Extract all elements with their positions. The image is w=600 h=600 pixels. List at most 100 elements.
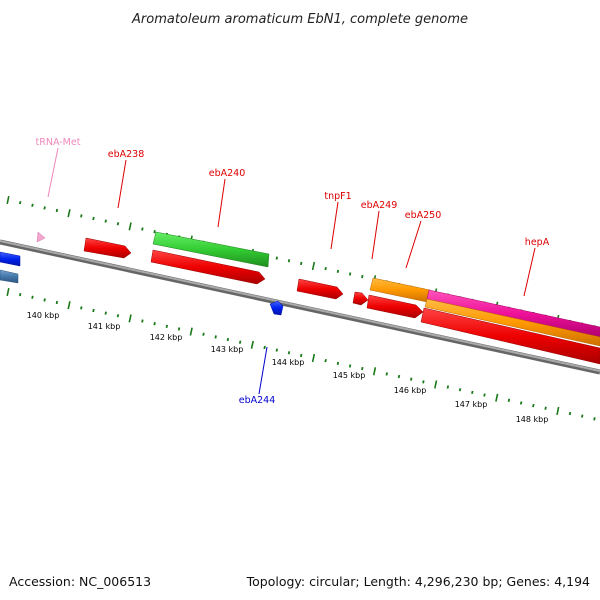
gene-label-eba250[interactable]: ebA250	[405, 210, 442, 221]
minor-tick	[324, 358, 327, 363]
gene-eba249[interactable]	[352, 291, 369, 306]
major-tick	[495, 393, 499, 402]
minor-tick	[19, 293, 22, 297]
major-tick	[372, 367, 377, 376]
major-tick	[67, 301, 71, 310]
minor-tick	[238, 340, 242, 344]
minor-tick	[43, 298, 46, 302]
gene-hepa-orange-band[interactable]	[424, 298, 600, 347]
gene-left-blue[interactable]	[0, 251, 21, 267]
minor-tick	[568, 411, 572, 416]
scale-label-145: 145 kbp	[333, 371, 366, 380]
major-tick	[250, 340, 254, 349]
minor-tick	[410, 377, 413, 381]
gene-hepa[interactable]	[426, 289, 600, 338]
minor-tick	[104, 311, 107, 315]
minor-tick	[348, 272, 352, 276]
minor-tick	[165, 324, 168, 328]
minor-tick	[31, 203, 34, 207]
gene-label-eba244[interactable]: ebA244	[239, 395, 276, 406]
gene-labels: tRNA-Met ebA238 ebA240 tnpF1 ebA249 ebA2…	[36, 137, 550, 406]
map-title: Aromatoleum aromaticum EbN1, complete ge…	[131, 12, 468, 27]
minor-tick	[202, 332, 205, 336]
scale-label-141: 141 kbp	[88, 322, 121, 331]
minor-tick	[446, 385, 450, 389]
minor-tick	[19, 201, 22, 205]
minor-tick	[422, 380, 425, 384]
minor-tick	[43, 206, 46, 210]
minor-tick	[458, 388, 462, 392]
minor-tick	[348, 364, 352, 368]
major-tick	[128, 314, 132, 323]
gene-hepa-red-band[interactable]	[420, 307, 600, 365]
minor-tick	[397, 374, 401, 379]
minor-tick	[361, 274, 364, 279]
minor-tick	[177, 327, 181, 331]
minor-tick	[92, 216, 95, 221]
label-leader-lines	[47, 147, 536, 395]
gene-left-steelblue[interactable]	[0, 269, 19, 284]
minor-tick	[287, 259, 291, 263]
minor-tick	[483, 393, 486, 397]
minor-tick	[336, 269, 340, 273]
scale-label-146: 146 kbp	[394, 386, 427, 395]
minor-tick	[275, 256, 278, 260]
gene-trna-met[interactable]	[36, 231, 46, 243]
minor-tick	[153, 230, 156, 234]
minor-tick	[226, 337, 230, 342]
gene-eba244[interactable]	[269, 300, 284, 316]
minor-tick	[141, 227, 144, 231]
minor-tick	[471, 390, 474, 394]
major-tick	[128, 222, 132, 231]
genome-backbone	[0, 239, 600, 375]
genome-summary-text: Topology: circular; Length: 4,296,230 bp…	[246, 574, 590, 589]
minor-tick	[300, 261, 303, 266]
inner-tick-track	[6, 287, 596, 421]
minor-tick	[31, 295, 34, 299]
major-tick	[6, 195, 10, 205]
gene-label-eba240[interactable]: ebA240	[209, 168, 246, 179]
major-tick	[311, 261, 316, 271]
forward-strand-features	[36, 231, 600, 365]
scale-label-147: 147 kbp	[455, 400, 488, 409]
scale-label-140: 140 kbp	[27, 311, 60, 320]
minor-tick	[519, 401, 523, 405]
minor-tick	[593, 417, 596, 421]
minor-tick	[287, 351, 291, 355]
minor-tick	[80, 306, 83, 310]
gene-tnpf1[interactable]	[296, 278, 344, 300]
gene-label-eba249[interactable]: ebA249	[361, 200, 398, 211]
minor-tick	[361, 366, 364, 371]
gene-label-eba238[interactable]: ebA238	[108, 149, 145, 160]
minor-tick	[263, 345, 266, 350]
gene-eba238[interactable]	[83, 237, 132, 259]
gene-label-trna-met[interactable]: tRNA-Met	[36, 137, 81, 148]
gene-eba250-segment[interactable]	[366, 294, 424, 319]
minor-tick	[214, 335, 217, 339]
minor-tick	[92, 308, 95, 313]
major-tick	[556, 406, 560, 415]
major-tick	[434, 380, 438, 389]
gene-eba240-segment[interactable]	[150, 249, 266, 285]
gene-label-tnpf1[interactable]: tnpF1	[324, 191, 351, 202]
scale-label-144: 144 kbp	[272, 358, 305, 367]
scale-label-143: 143 kbp	[211, 345, 244, 354]
reverse-strand-features	[0, 251, 284, 316]
minor-tick	[104, 219, 107, 223]
major-tick	[311, 353, 316, 363]
minor-tick	[80, 214, 83, 218]
major-tick	[67, 209, 71, 218]
minor-tick	[300, 353, 303, 358]
gene-label-hepa[interactable]: hepA	[525, 237, 550, 248]
scale-label-148: 148 kbp	[516, 415, 549, 424]
minor-tick	[336, 361, 340, 365]
minor-tick	[581, 414, 584, 418]
minor-tick	[55, 300, 59, 305]
minor-tick	[275, 348, 278, 352]
gene-eba240[interactable]	[152, 231, 270, 268]
minor-tick	[385, 372, 388, 376]
minor-tick	[153, 322, 156, 326]
minor-tick	[116, 314, 120, 318]
scale-label-142: 142 kbp	[150, 333, 183, 342]
